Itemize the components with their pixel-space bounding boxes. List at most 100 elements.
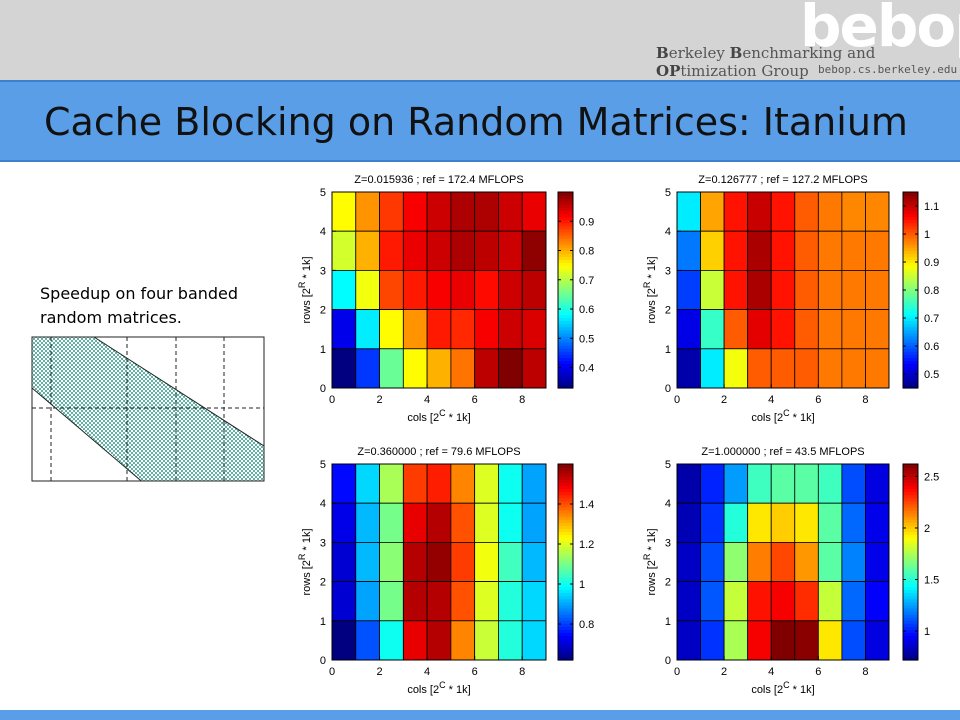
heatmap-cell xyxy=(841,542,866,583)
heatmap-cell xyxy=(521,230,547,271)
y-tick-label: 3 xyxy=(320,537,326,549)
heatmap-cell xyxy=(817,269,843,310)
colorbar-segment xyxy=(558,617,573,621)
colorbar-segment xyxy=(903,473,918,477)
colorbar-segment xyxy=(903,540,918,545)
heatmap-cell xyxy=(331,463,357,504)
y-tick-label: 0 xyxy=(320,655,326,667)
colorbar-segment xyxy=(558,286,573,291)
colorbar-segment xyxy=(903,635,918,640)
slide-title: Cache Blocking on Random Matrices: Itani… xyxy=(44,100,908,144)
heatmap-cell xyxy=(498,348,523,389)
colorbar: 0.4 0.5 0.6 0.7 0.8 0.9 xyxy=(557,191,594,389)
y-tick-label: 0 xyxy=(665,655,671,667)
heatmap-cell xyxy=(450,348,476,389)
heatmap-cell xyxy=(794,502,819,543)
colorbar-segment xyxy=(903,485,918,490)
heatmap-cell xyxy=(817,348,843,389)
colorbar-segment xyxy=(903,357,918,362)
colorbar-segment xyxy=(903,464,918,468)
colorbar-segment xyxy=(903,198,918,202)
heatmap-cell xyxy=(770,502,796,543)
colorbar-segment xyxy=(903,339,918,343)
x-tick-label: 0 xyxy=(329,666,335,678)
x-tick-label: 4 xyxy=(768,666,774,678)
heatmap-cell xyxy=(747,269,772,310)
heatmap-cell xyxy=(402,463,428,504)
colorbar-segment xyxy=(558,317,573,322)
x-tick-label: 0 xyxy=(329,394,335,406)
colorbar-segment xyxy=(903,589,918,594)
colorbar-segment xyxy=(903,565,918,569)
colorbar-segment xyxy=(903,372,918,377)
colorbar-tick-label: 2.5 xyxy=(924,471,939,483)
heatmap-cell xyxy=(355,348,380,389)
colorbar-segment xyxy=(903,253,918,257)
y-tick-label: 5 xyxy=(320,459,326,471)
heatmap-panel-1: Z=0.015936 ; ref = 172.4 MFLOPS 0 2 4 6 8 0 1 2 3… xyxy=(297,174,594,424)
y-tick-label: 3 xyxy=(320,265,326,277)
colorbar-segment xyxy=(558,583,573,588)
colorbar-segment xyxy=(903,644,918,649)
colorbar-segment xyxy=(903,286,918,291)
heatmap-cell xyxy=(817,309,843,350)
colorbar-segment xyxy=(558,360,573,365)
heatmap-cell xyxy=(676,191,701,232)
colorbar-segment xyxy=(903,210,918,215)
heatmap-cell xyxy=(426,191,452,232)
colorbar-segment xyxy=(558,296,573,300)
colorbar-segment xyxy=(558,244,573,248)
colorbar-segment xyxy=(558,531,573,536)
colorbar-segment xyxy=(558,623,573,627)
colorbar-segment xyxy=(903,549,918,554)
colorbar-segment xyxy=(903,369,918,374)
x-tick-label: 8 xyxy=(862,666,868,678)
colorbar-segment xyxy=(558,565,573,569)
heatmap-cell xyxy=(770,581,796,622)
heatmap-panel-2: Z=0.126777 ; ref = 127.2 MFLOPS 0 2 4 6 8 0 1 2 3… xyxy=(642,174,939,424)
colorbar-segment xyxy=(903,479,918,483)
heatmap-cell xyxy=(841,581,866,622)
heatmap-cell xyxy=(426,309,452,350)
y-tick-label: 5 xyxy=(665,187,671,199)
colorbar-segment xyxy=(558,614,573,618)
heatmap-cell xyxy=(379,309,404,350)
heatmap-cell xyxy=(379,581,404,622)
heatmap-panel-3: Z=0.360000 ; ref = 79.6 MFLOPS 0 2 4 6 8 0 1 2 3 4… xyxy=(297,446,594,696)
heatmap-cell xyxy=(723,230,749,271)
colorbar-segment xyxy=(558,237,573,242)
colorbar-segment xyxy=(558,277,573,282)
colorbar-segment xyxy=(558,488,573,493)
heatmap-cell xyxy=(700,620,725,661)
heatmap-cell xyxy=(402,230,428,271)
heatmap-cell xyxy=(474,502,499,543)
colorbar-segment xyxy=(903,375,918,380)
heatmap-cell xyxy=(331,581,357,622)
colorbar-segment xyxy=(558,369,573,374)
colorbar-frame xyxy=(557,463,574,661)
heatmap-cell xyxy=(331,348,357,389)
colorbar-segment xyxy=(558,534,573,539)
colorbar-segment xyxy=(558,271,573,276)
heatmap-cell xyxy=(841,269,866,310)
colorbar-segment xyxy=(903,366,918,371)
colorbar-segment xyxy=(558,268,573,273)
colorbar-segment xyxy=(903,543,918,548)
colorbar-segment xyxy=(903,534,918,539)
colorbar-segment xyxy=(558,476,573,480)
heatmap-cell xyxy=(379,230,404,271)
heatmap-cell xyxy=(402,581,428,622)
heatmap-cell xyxy=(794,230,819,271)
caption-line-2: random matrices. xyxy=(40,308,182,327)
colorbar-segment xyxy=(558,314,573,319)
plot-frame xyxy=(676,191,890,389)
colorbar-segment xyxy=(903,237,918,242)
colorbar-segment xyxy=(903,503,918,508)
colorbar-segment xyxy=(558,497,573,502)
bottom-band xyxy=(0,710,960,720)
colorbar-segment xyxy=(558,580,573,585)
heatmap-cell xyxy=(355,309,380,350)
colorbar-segment xyxy=(558,354,573,358)
colorbar-segment xyxy=(558,241,573,245)
colorbar-segment xyxy=(558,256,573,260)
